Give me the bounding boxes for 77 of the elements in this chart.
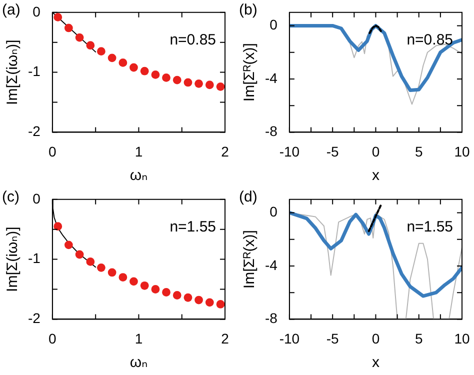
x-tick-label: 2 (221, 143, 230, 160)
y-axis-title: Im[Σ(iωₙ)] (4, 40, 22, 105)
text: (b) (239, 2, 258, 19)
point (75, 33, 84, 42)
point (140, 66, 149, 76)
y-tick-label: -8 (264, 123, 278, 140)
point (54, 12, 62, 22)
x-axis-title: x (372, 167, 380, 184)
annotation: n=1.55 (170, 218, 216, 236)
annotation: n=0.85 (406, 32, 453, 49)
point (118, 58, 128, 67)
point (216, 82, 225, 91)
point (205, 298, 214, 307)
point (96, 47, 106, 56)
point (86, 257, 95, 266)
line-series (368, 24, 382, 34)
x-tick-label: 0 (372, 330, 380, 346)
y-tick-label: -2 (28, 123, 41, 140)
annotation: n=1.55 (406, 218, 453, 236)
point (130, 63, 138, 72)
y-axis-title: Im[Σ(iωₙ)] (4, 226, 22, 292)
y-tick-label: -8 (264, 310, 278, 326)
point (64, 24, 73, 32)
point (151, 70, 160, 79)
y-tick-label: -1 (28, 250, 41, 266)
x-tick-label: 2 (221, 330, 230, 346)
point (151, 285, 160, 294)
point (184, 78, 192, 87)
y-tick-label: 0 (270, 16, 278, 33)
x-tick-label: 10 (454, 143, 470, 160)
text: (d) (239, 188, 258, 206)
point (172, 76, 182, 84)
x-tick-label: 1 (134, 330, 143, 346)
point (96, 263, 106, 272)
point (184, 293, 192, 302)
point (194, 79, 203, 88)
point (140, 281, 149, 290)
annotation: n=0.85 (170, 32, 216, 49)
y-axis-title: Im[Σᴿ(x)] (241, 230, 258, 289)
x-tick-label: 10 (454, 330, 470, 346)
text: (c) (2, 188, 20, 206)
x-tick-label: 0 (48, 143, 57, 160)
point (162, 288, 170, 296)
x-tick-label: 5 (414, 330, 423, 346)
x-tick-label: -10 (279, 143, 300, 160)
x-tick-label: 1 (134, 143, 143, 160)
point (64, 240, 73, 250)
x-tick-label: 5 (414, 143, 423, 160)
y-tick-label: 0 (270, 204, 278, 220)
x-tick-label: 0 (372, 143, 380, 160)
x-axis-title: x (372, 354, 380, 372)
y-tick-label: -4 (264, 70, 278, 86)
y-tick-label: -4 (264, 256, 278, 273)
point (86, 41, 95, 50)
y-tick-label: -1 (28, 63, 41, 80)
y-tick-label: 0 (32, 190, 41, 206)
point (75, 250, 84, 259)
x-tick-label: -10 (279, 330, 300, 346)
point (172, 291, 182, 300)
x-axis-title: ωₙ (130, 354, 148, 372)
y-tick-label: -2 (28, 310, 41, 326)
point (194, 296, 203, 304)
point (205, 80, 214, 90)
y-tick-label: 0 (32, 3, 41, 20)
x-axis-title: ωₙ (130, 167, 148, 184)
y-axis-title: Im[Σᴿ(x)] (241, 43, 258, 102)
point (54, 222, 62, 231)
point (108, 268, 116, 277)
x-tick-label: -5 (326, 330, 340, 346)
point (130, 277, 138, 286)
point (162, 73, 170, 82)
point (216, 300, 225, 308)
point (118, 273, 128, 282)
x-tick-label: 0 (48, 330, 57, 346)
x-tick-label: -5 (326, 143, 340, 160)
point (108, 54, 116, 62)
text: (a) (2, 2, 20, 19)
